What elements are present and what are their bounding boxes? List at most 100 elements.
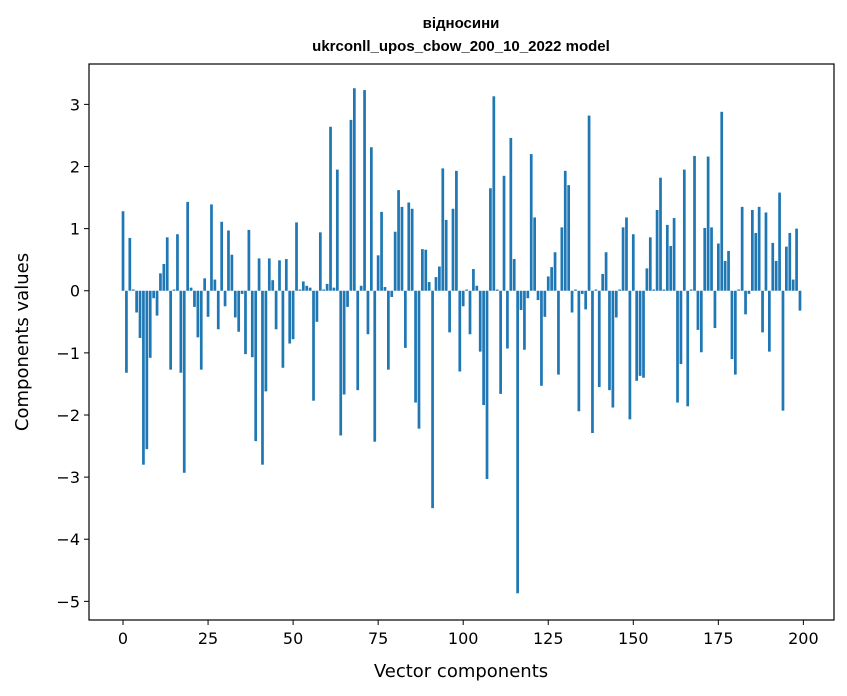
bar-42 <box>264 290 268 392</box>
y-tick-label: 0 <box>70 282 80 301</box>
bar-162 <box>672 218 676 291</box>
bar-53 <box>301 281 305 291</box>
bar-89 <box>424 249 428 291</box>
chart-title-line1: відносини <box>423 15 500 32</box>
y-tick-label: 1 <box>70 220 80 239</box>
bar-116 <box>516 290 519 594</box>
bar-159 <box>662 289 666 291</box>
bar-115 <box>512 259 516 291</box>
bar-134 <box>577 290 581 412</box>
bar-6 <box>142 290 145 465</box>
bar-85 <box>410 208 414 291</box>
bar-156 <box>652 289 656 291</box>
bar-178 <box>727 250 730 291</box>
bar-94 <box>441 168 445 291</box>
bar-74 <box>373 290 377 442</box>
bar-7 <box>145 290 149 450</box>
chart-title-line2: ukrconll_upos_cbow_200_10_2022 model <box>312 38 610 55</box>
bar-10 <box>155 290 159 316</box>
bar-56 <box>312 290 315 401</box>
bar-138 <box>591 290 594 434</box>
bar-81 <box>397 190 400 291</box>
bar-41 <box>261 290 264 465</box>
bar-96 <box>448 290 451 333</box>
bar-60 <box>325 283 329 291</box>
bar-99 <box>458 290 462 372</box>
bar-145 <box>614 290 618 318</box>
bar-119 <box>526 290 530 299</box>
bar-170 <box>699 290 703 353</box>
bar-30 <box>223 290 227 307</box>
bar-76 <box>380 211 383 291</box>
bar-4 <box>135 290 138 313</box>
bar-90 <box>427 282 431 291</box>
bar-126 <box>550 267 554 291</box>
bar-32 <box>230 254 234 291</box>
bar-26 <box>210 204 213 291</box>
bar-171 <box>703 228 707 291</box>
bar-125 <box>546 276 550 291</box>
bar-144 <box>611 290 615 408</box>
bar-114 <box>509 137 513 291</box>
bar-173 <box>710 227 713 291</box>
bar-97 <box>451 208 455 291</box>
bar-160 <box>665 224 669 291</box>
y-tick-label: −4 <box>56 530 80 549</box>
bar-45 <box>274 290 278 330</box>
bar-8 <box>148 290 152 358</box>
bar-33 <box>233 290 237 318</box>
bar-184 <box>747 290 751 294</box>
bar-133 <box>574 289 577 291</box>
bar-5 <box>138 290 142 338</box>
bar-28 <box>216 290 220 330</box>
bar-180 <box>733 290 737 375</box>
bar-61 <box>329 126 332 291</box>
bar-183 <box>744 290 747 315</box>
bar-124 <box>543 290 547 317</box>
bar-31 <box>227 230 230 291</box>
bar-111 <box>499 290 502 394</box>
bar-164 <box>679 290 683 365</box>
bar-196 <box>788 232 792 291</box>
bar-103 <box>472 269 475 291</box>
bar-13 <box>165 237 169 291</box>
bars-group <box>121 88 802 594</box>
bar-12 <box>162 264 166 291</box>
bar-154 <box>645 268 649 291</box>
y-tick-label: 3 <box>70 95 80 114</box>
bar-137 <box>587 115 591 291</box>
bar-19 <box>186 201 190 291</box>
bar-194 <box>781 290 785 411</box>
y-axis-label: Components values <box>12 253 33 431</box>
bar-67 <box>349 119 353 291</box>
bar-104 <box>475 285 479 291</box>
bar-136 <box>584 290 588 310</box>
x-tick-label: 75 <box>368 629 388 648</box>
bar-117 <box>519 290 523 311</box>
bar-27 <box>213 279 217 291</box>
bar-188 <box>761 290 764 333</box>
bar-169 <box>696 290 700 330</box>
bar-24 <box>203 278 207 291</box>
bar-78 <box>387 290 390 370</box>
bar-36 <box>244 290 247 355</box>
bar-83 <box>404 290 407 348</box>
bar-197 <box>791 279 795 291</box>
bar-165 <box>682 169 686 291</box>
bar-153 <box>642 290 645 378</box>
x-tick-label: 0 <box>118 629 128 648</box>
bar-93 <box>438 266 441 291</box>
bar-59 <box>322 289 326 291</box>
bar-80 <box>393 231 397 291</box>
bar-163 <box>676 290 679 403</box>
bar-23 <box>199 290 203 370</box>
y-tick-label: −2 <box>56 406 80 425</box>
bar-17 <box>179 290 183 373</box>
bar-195 <box>785 246 788 291</box>
bar-118 <box>523 290 526 350</box>
x-tick-label: 175 <box>703 629 734 648</box>
bar-84 <box>407 202 411 291</box>
bar-48 <box>284 259 288 291</box>
bar-182 <box>740 206 744 291</box>
bar-131 <box>567 185 571 291</box>
